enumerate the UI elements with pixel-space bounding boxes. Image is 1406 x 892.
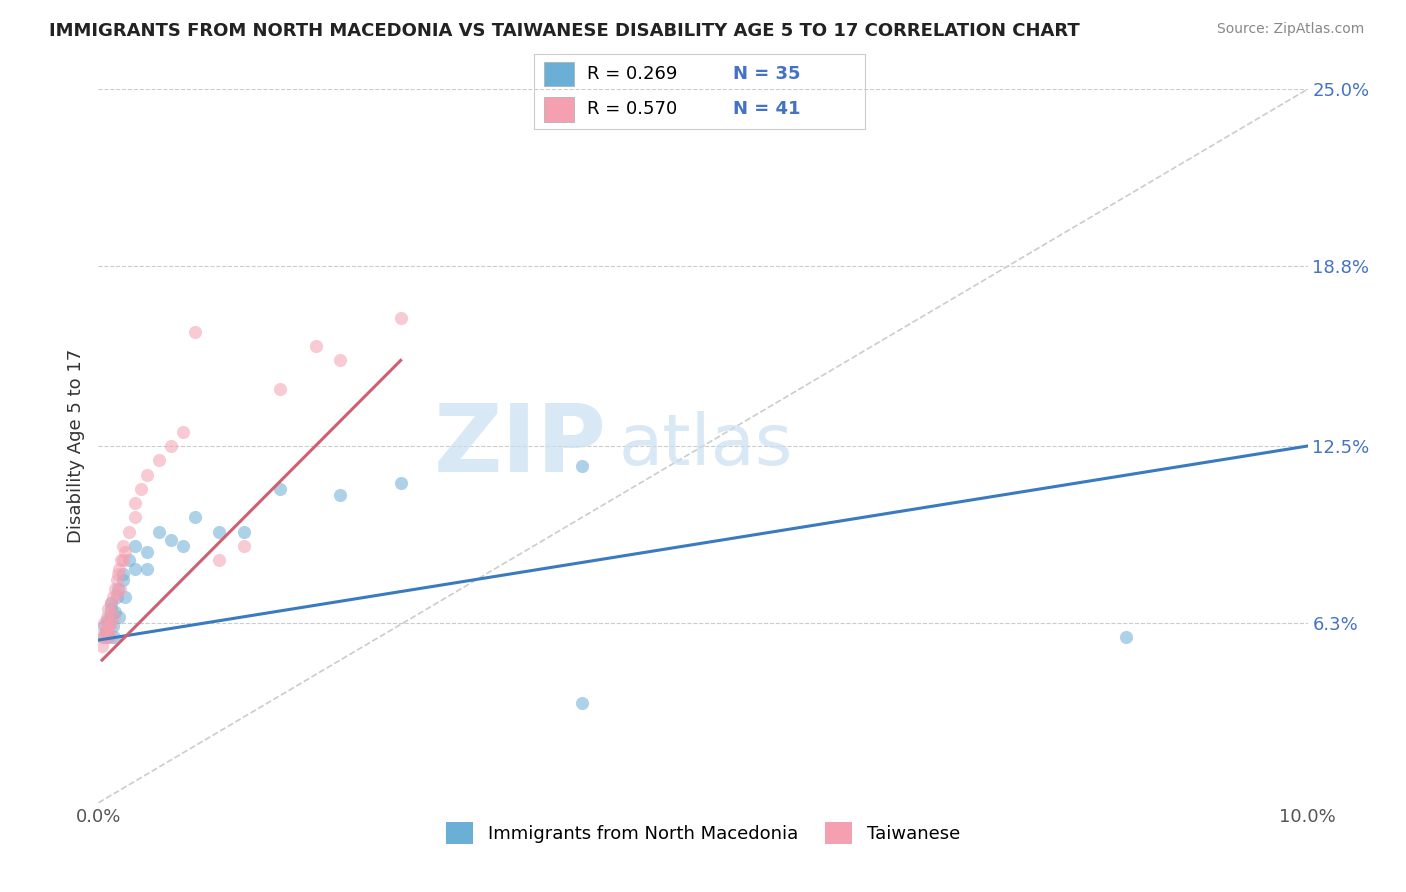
Point <box>172 425 194 439</box>
Point <box>269 482 291 496</box>
Text: IMMIGRANTS FROM NORTH MACEDONIA VS TAIWANESE DISABILITY AGE 5 TO 17 CORRELATION : IMMIGRANTS FROM NORTH MACEDONIA VS TAIWA… <box>49 22 1080 40</box>
Point <box>107 582 129 596</box>
Point <box>111 567 134 582</box>
Point <box>208 524 231 539</box>
FancyBboxPatch shape <box>544 62 574 87</box>
Point <box>232 524 254 539</box>
Point <box>208 553 231 567</box>
Point <box>124 510 146 524</box>
Point <box>148 453 170 467</box>
Point <box>91 630 114 644</box>
Point <box>118 553 141 567</box>
Point <box>100 610 122 624</box>
Point <box>93 619 115 633</box>
Point <box>184 325 207 339</box>
Point <box>129 482 152 496</box>
Point <box>571 458 593 473</box>
Point <box>104 605 127 619</box>
Text: atlas: atlas <box>619 411 793 481</box>
Point <box>110 553 132 567</box>
Point <box>97 630 120 644</box>
Point <box>100 630 122 644</box>
Point <box>101 591 124 605</box>
Point <box>96 619 118 633</box>
Point <box>184 510 207 524</box>
Point <box>93 615 115 630</box>
Point <box>98 619 121 633</box>
Point <box>96 613 118 627</box>
Point <box>108 562 131 576</box>
Point <box>94 630 117 644</box>
Point <box>96 610 118 624</box>
Text: N = 35: N = 35 <box>733 65 800 83</box>
Point <box>93 630 115 644</box>
Point <box>135 562 157 576</box>
Point <box>100 601 122 615</box>
Point <box>93 624 115 639</box>
Point <box>101 619 124 633</box>
Point <box>329 487 352 501</box>
Point <box>111 539 134 553</box>
Point <box>124 562 146 576</box>
Point <box>104 582 127 596</box>
Point <box>389 476 412 491</box>
Point <box>97 624 120 639</box>
Point <box>108 582 131 596</box>
Point <box>98 615 121 630</box>
Point <box>269 382 291 396</box>
Point <box>124 539 146 553</box>
Text: Source: ZipAtlas.com: Source: ZipAtlas.com <box>1216 22 1364 37</box>
Point <box>232 539 254 553</box>
Point <box>100 596 122 610</box>
Point <box>105 573 128 587</box>
Point <box>160 439 183 453</box>
Point <box>107 567 129 582</box>
Point <box>1115 630 1137 644</box>
Point <box>105 587 128 601</box>
Text: R = 0.269: R = 0.269 <box>588 65 678 83</box>
Point <box>114 544 136 558</box>
Point <box>100 605 122 619</box>
Point <box>329 353 352 368</box>
Point <box>111 553 134 567</box>
Point <box>118 524 141 539</box>
FancyBboxPatch shape <box>544 97 574 122</box>
Point <box>103 610 125 624</box>
Legend: Immigrants from North Macedonia, Taiwanese: Immigrants from North Macedonia, Taiwane… <box>439 814 967 851</box>
Point <box>135 467 157 482</box>
Point <box>100 615 122 630</box>
Text: ZIP: ZIP <box>433 400 606 492</box>
Point <box>103 630 125 644</box>
Point <box>111 573 134 587</box>
Point <box>94 624 117 639</box>
Point <box>571 696 593 710</box>
Point <box>148 524 170 539</box>
Point <box>114 591 136 605</box>
Y-axis label: Disability Age 5 to 17: Disability Age 5 to 17 <box>66 349 84 543</box>
Point <box>160 533 183 548</box>
Point <box>91 639 114 653</box>
Point <box>108 610 131 624</box>
Text: R = 0.570: R = 0.570 <box>588 100 678 118</box>
Point <box>135 544 157 558</box>
Point <box>105 591 128 605</box>
Point <box>124 496 146 510</box>
Point <box>97 601 120 615</box>
Text: N = 41: N = 41 <box>733 100 800 118</box>
Point <box>172 539 194 553</box>
Point <box>100 596 122 610</box>
Point <box>389 310 412 325</box>
Point <box>305 339 328 353</box>
